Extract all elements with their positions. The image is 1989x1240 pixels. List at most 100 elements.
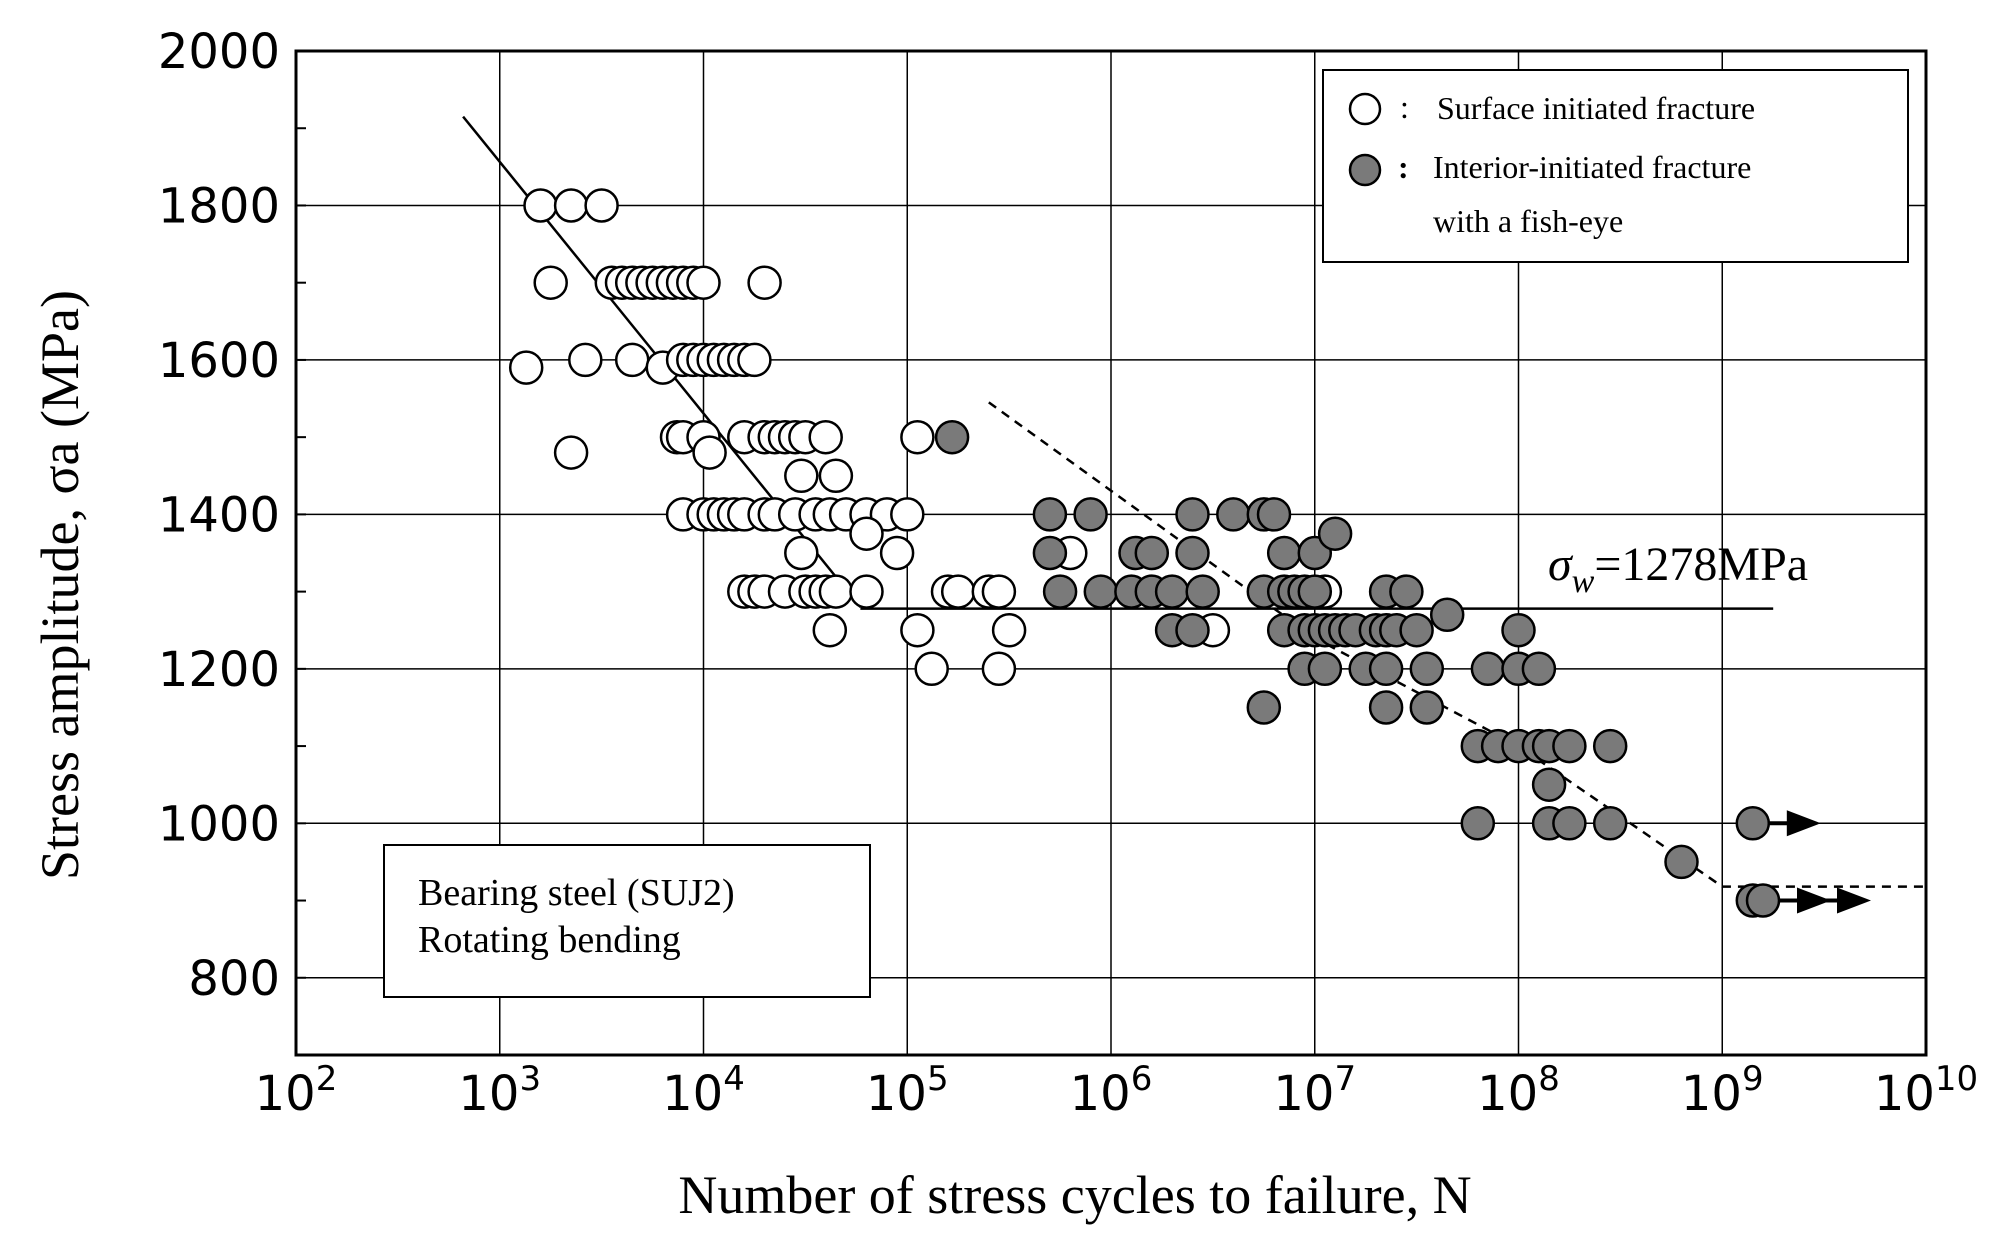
interior-fracture-point	[1501, 612, 1536, 648]
x-tick-label: 1010	[1874, 1059, 1978, 1122]
surface-fracture-point	[808, 419, 843, 455]
interior-fracture-point	[1552, 806, 1587, 841]
legend: : Surface initiated fracture : Interior-…	[1322, 69, 1909, 263]
surface-fracture-point	[991, 612, 1027, 648]
surface-fracture-point	[914, 651, 949, 687]
interior-fracture-point	[1429, 597, 1465, 633]
interior-fracture-point	[1246, 690, 1282, 725]
interior-fracture-point	[1297, 574, 1333, 609]
x-tick-label: 103	[458, 1059, 541, 1122]
material-info-box: Bearing steel (SUJ2) Rotating bending	[383, 844, 871, 998]
surface-fracture-point	[879, 535, 915, 571]
svg-text::: :	[1400, 89, 1409, 125]
surface-fracture-point	[940, 574, 976, 609]
legend-filled-circle-icon	[1348, 153, 1382, 187]
y-tick-label: 2000	[158, 24, 280, 80]
runout-arrow-icon	[1837, 887, 1871, 914]
interior-fracture-point	[1307, 651, 1343, 687]
surface-fracture-point	[818, 574, 854, 609]
x-tick-label: 109	[1681, 1059, 1764, 1122]
interior-fracture-point	[1042, 574, 1078, 609]
surface-fracture-point	[981, 574, 1017, 609]
interior-fracture-point	[1083, 574, 1119, 609]
surface-fracture-point	[812, 612, 848, 648]
y-tick-label: 800	[188, 951, 280, 1007]
x-axis-label: Number of stress cycles to failure, N	[678, 1165, 1471, 1225]
surface-fracture-point	[614, 342, 650, 378]
legend-surface-label: Surface initiated fracture	[1437, 90, 1755, 126]
test-method-label: Rotating bending	[418, 919, 681, 961]
fatigue-limit-annotation: σw=1278MPa	[1548, 538, 1808, 600]
y-tick-label: 1600	[158, 333, 280, 389]
y-tick-label: 1000	[158, 796, 280, 852]
x-tick-label: 107	[1273, 1059, 1356, 1122]
x-tick-label: 105	[866, 1059, 949, 1122]
interior-fracture-point	[1256, 497, 1292, 532]
surface-fracture-point	[553, 188, 589, 223]
interior-fracture-point	[1032, 497, 1068, 532]
y-tick-label: 1200	[158, 642, 280, 698]
surface-fracture-point	[747, 265, 782, 300]
surface-fracture-point	[686, 265, 721, 300]
interior-fracture-point	[1175, 535, 1210, 571]
y-tick-label: 1800	[158, 178, 280, 234]
y-axis-label: Stress amplitude, σa (MPa)	[30, 290, 90, 880]
surface-fracture-point	[849, 516, 884, 551]
surface-fracture-point	[737, 342, 772, 378]
surface-fracture-point	[900, 612, 935, 648]
interior-fracture-point	[1134, 535, 1170, 571]
interior-fracture-point	[1735, 806, 1771, 841]
surface-fracture-point	[523, 188, 558, 223]
data-point-layer	[508, 188, 1781, 918]
legend-open-circle-icon	[1348, 92, 1382, 126]
x-tick-label: 102	[255, 1059, 338, 1122]
surface-fracture-point	[784, 458, 819, 494]
interior-fracture-point	[934, 419, 970, 455]
surface-fracture-point	[553, 435, 589, 470]
x-tick-label: 106	[1070, 1059, 1153, 1122]
trend-line	[988, 401, 1926, 888]
interior-fracture-point	[1073, 497, 1108, 532]
surface-fracture-point	[692, 435, 727, 470]
interior-fracture-point	[1399, 612, 1434, 648]
surface-fracture-point	[900, 419, 935, 455]
surface-fracture-point	[784, 535, 819, 571]
surface-fracture-point	[533, 265, 568, 300]
surface-fracture-point	[818, 458, 854, 494]
runout-arrow-icon	[1786, 810, 1821, 837]
surface-fracture-point	[981, 651, 1017, 687]
plot-frame	[294, 49, 1928, 1057]
surface-fracture-point	[849, 574, 884, 609]
surface-fracture-point	[890, 497, 925, 532]
interior-fracture-point	[1368, 651, 1404, 687]
svg-text::: :	[1398, 149, 1409, 185]
interior-fracture-point	[1531, 767, 1567, 802]
interior-fracture-point	[1389, 574, 1424, 609]
runout-arrow-icon	[1797, 887, 1831, 914]
interior-fracture-point	[1592, 806, 1628, 841]
interior-fracture-point	[1185, 574, 1220, 609]
interior-fracture-point	[1175, 612, 1210, 648]
interior-fracture-point	[1745, 883, 1781, 918]
interior-fracture-point	[1470, 651, 1506, 687]
interior-fracture-point	[1521, 651, 1557, 687]
y-tick-labels: 800 1000 1200 1400 1600 1800 2000	[158, 24, 280, 1007]
interior-fracture-point	[1317, 516, 1353, 551]
interior-fracture-point	[1552, 728, 1587, 764]
surface-fracture-point	[568, 342, 603, 378]
interior-fracture-point	[1368, 690, 1404, 725]
surface-fracture-point	[584, 188, 619, 223]
interior-fracture-point	[1409, 690, 1445, 725]
interior-fracture-point	[1664, 844, 1699, 880]
interior-fracture-point	[1154, 574, 1190, 609]
x-tick-label: 108	[1477, 1059, 1560, 1122]
legend-interior-label-1: Interior-initiated fracture	[1433, 149, 1751, 185]
x-tick-labels: 102 103 104 105 106 107 108 109 1010	[255, 1059, 1979, 1122]
y-tick-label: 1400	[158, 487, 280, 543]
surface-fracture-point	[508, 350, 544, 385]
interior-fracture-point	[1216, 497, 1251, 532]
material-label: Bearing steel (SUJ2)	[418, 872, 735, 914]
interior-fracture-point	[1409, 651, 1445, 687]
legend-interior-label-2: with a fish-eye	[1433, 203, 1623, 239]
